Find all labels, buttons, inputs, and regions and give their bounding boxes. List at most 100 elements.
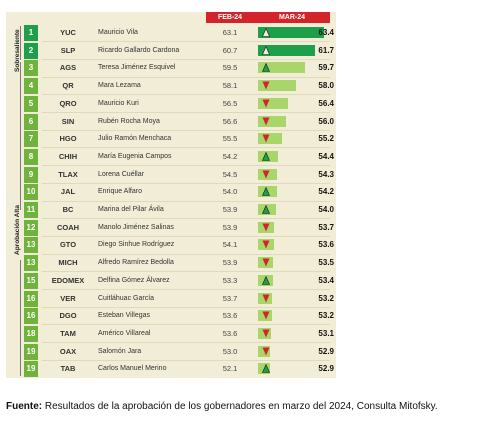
row-separator [42, 200, 330, 202]
approval-bar-track [258, 221, 324, 233]
state-code: JAL [60, 187, 76, 197]
governor-name: Alfredo Ramírez Bedolla [98, 259, 174, 267]
trend-down-icon [262, 240, 270, 249]
governor-name: Mara Lezama [98, 82, 141, 90]
approval-bar-track [258, 310, 324, 322]
state-code: TLAX [58, 169, 78, 179]
table-row: 9 TLAX Lorena Cuéllar 54.5 54.3 [6, 166, 336, 184]
trend-down-icon [262, 81, 270, 90]
row-separator [42, 324, 330, 326]
row-separator [42, 359, 330, 361]
feb-value: 56.5 [222, 98, 238, 108]
governor-name: María Eugenia Campos [98, 152, 172, 160]
approval-bar [258, 62, 306, 74]
governor-name: Delfina Gómez Álvarez [98, 276, 170, 284]
feb-value: 53.9 [222, 258, 238, 268]
feb-value: 54.2 [222, 151, 238, 161]
trend-down-icon [262, 117, 270, 125]
rank-badge: 18 [24, 325, 38, 342]
state-code: GTO [59, 240, 77, 250]
feb-value: 54.5 [222, 169, 238, 179]
trend-down-icon [262, 223, 270, 232]
state-code: TAM [60, 328, 76, 338]
table-row: 4 QR Mara Lezama 58.1 58.0 [6, 77, 336, 95]
state-code: CHIH [58, 151, 78, 161]
table-row: 12 COAH Manolo Jiménez Salinas 53.9 53.7 [6, 219, 336, 237]
trend-down-icon [262, 294, 270, 302]
approval-bar-track [258, 239, 324, 251]
table-header: FEB-24 MAR-24 [206, 12, 330, 23]
trend-up-icon [262, 151, 270, 161]
mar-value: 54.4 [318, 151, 334, 161]
trend-down-icon [262, 347, 270, 356]
mar-value: 53.2 [318, 311, 334, 321]
rank-badge: 16 [24, 308, 38, 325]
row-separator [42, 342, 330, 344]
rank-badge: 8 [24, 148, 38, 165]
table-row: 18 TAM Américo Villareal 53.6 53.1 [6, 325, 336, 343]
row-separator [42, 41, 330, 43]
row-separator [42, 129, 330, 131]
feb-value: 53.6 [222, 328, 238, 338]
governor-name: Marina del Pilar Ávila [98, 206, 164, 213]
approval-bar-track [258, 97, 324, 109]
trend-up-icon [262, 364, 270, 374]
mar-value: 58.0 [318, 81, 334, 91]
header-mar: MAR-24 [254, 12, 330, 23]
approval-bar-track [258, 133, 324, 145]
mar-value: 56.4 [318, 98, 334, 108]
approval-bar-track [258, 204, 324, 215]
table-row: 6 SIN Rubén Rocha Moya 56.6 56.0 [6, 113, 336, 131]
approval-bar-track [258, 327, 324, 339]
governor-name: Diego Sinhue Rodríguez [98, 241, 175, 249]
table-row: 13 GTO Diego Sinhue Rodríguez 54.1 53.6 [6, 236, 336, 254]
mar-value: 55.2 [318, 134, 334, 144]
state-code: OAX [59, 346, 77, 356]
governor-name: Mauricio Vila [98, 29, 138, 36]
feb-value: 54.1 [222, 240, 238, 250]
row-separator [42, 253, 330, 255]
feb-value: 53.9 [222, 222, 238, 232]
mar-value: 53.6 [318, 240, 334, 250]
state-code: COAH [56, 222, 80, 232]
row-separator [42, 235, 330, 237]
rank-badge: 10 [24, 184, 38, 201]
group-divider-line [20, 260, 21, 376]
mar-value: 53.7 [318, 222, 334, 232]
state-code: BC [62, 205, 74, 214]
table-row: 13 MICH Alfredo Ramírez Bedolla 53.9 53.5 [6, 254, 336, 272]
trend-up-icon [262, 63, 270, 73]
approval-bar [258, 115, 287, 127]
table-row: 5 QRO Mauricio Kuri 56.5 56.4 [6, 95, 336, 113]
header-feb: FEB-24 [206, 12, 254, 23]
approval-bar-track [258, 363, 324, 375]
approval-bar-track [258, 274, 324, 286]
feb-value: 54.0 [222, 187, 238, 197]
trend-down-icon [262, 311, 270, 320]
rank-badge: 16 [24, 290, 38, 307]
row-separator [42, 94, 330, 96]
rank-badge: 13 [24, 237, 38, 254]
mar-value: 61.7 [318, 45, 334, 55]
state-code: AGS [59, 63, 77, 73]
governor-name: Teresa Jiménez Esquivel [98, 64, 176, 72]
approval-bar-track [258, 80, 324, 92]
governor-name: Lorena Cuéllar [98, 170, 144, 178]
rank-badge: 2 [24, 42, 38, 59]
approval-bar [258, 27, 324, 38]
trend-up-icon [262, 45, 270, 55]
rank-badge: 6 [24, 113, 38, 130]
caption-text: Resultados de la aprobación de los gober… [42, 401, 438, 412]
row-separator [42, 306, 330, 308]
governor-name: Américo Villareal [98, 329, 151, 337]
feb-value: 59.5 [222, 63, 238, 73]
trend-down-icon [262, 99, 270, 108]
trend-down-icon [262, 329, 270, 338]
trend-up-icon [262, 205, 270, 214]
row-separator [42, 165, 330, 167]
trend-down-icon [262, 170, 270, 179]
state-code: SLP [60, 45, 76, 55]
governor-name: Rubén Rocha Moya [98, 117, 160, 125]
rank-badge: 15 [24, 272, 38, 289]
governor-name: Cuitláhuac García [98, 294, 155, 302]
